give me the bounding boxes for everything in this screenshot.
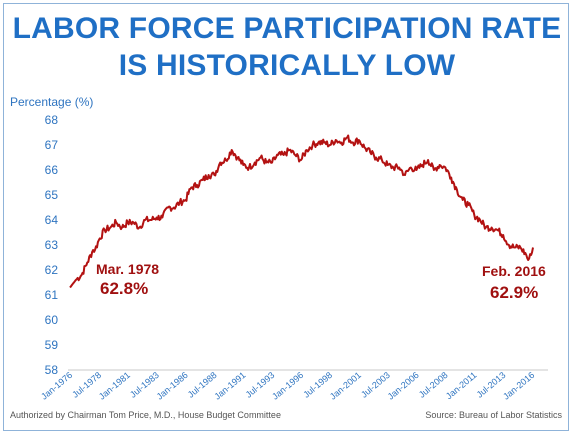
annotation-end-value: 62.9% [490,283,538,302]
footer-authorization: Authorized by Chairman Tom Price, M.D., … [10,410,281,420]
y-tick-label: 68 [45,113,59,127]
x-tick-label: Jan-2006 [386,370,421,402]
x-tick-label: Jan-1991 [212,370,247,402]
y-tick-label: 59 [45,338,59,352]
series-line [69,134,534,289]
y-tick-label: 64 [45,213,59,227]
x-tick-label: Jan-2011 [444,370,479,401]
x-tick-label: Jan-2001 [328,370,363,402]
y-tick-label: 67 [45,138,59,152]
x-tick-label: Jan-2016 [501,370,536,402]
y-tick-label: 61 [45,288,59,302]
x-tick-label: Jan-1996 [270,370,305,402]
y-tick-label: 62 [45,263,59,277]
y-tick-label: 65 [45,188,59,202]
y-tick-label: 60 [45,313,59,327]
annotation-end-date: Feb. 2016 [482,263,546,279]
chart-title: LABOR FORCE PARTICIPATION RATE IS HISTOR… [12,12,562,82]
footer-source: Source: Bureau of Labor Statistics [425,410,562,420]
y-tick-label: 66 [45,163,59,177]
y-axis-label: Percentage (%) [10,95,93,109]
annotation-start-value: 62.8% [100,279,148,298]
y-tick-label: 63 [45,238,59,252]
y-tick-label: 58 [45,363,59,377]
x-tick-label: Jan-1986 [155,370,190,402]
x-tick-label: Jan-1981 [97,370,132,402]
annotation-start-date: Mar. 1978 [96,261,159,277]
